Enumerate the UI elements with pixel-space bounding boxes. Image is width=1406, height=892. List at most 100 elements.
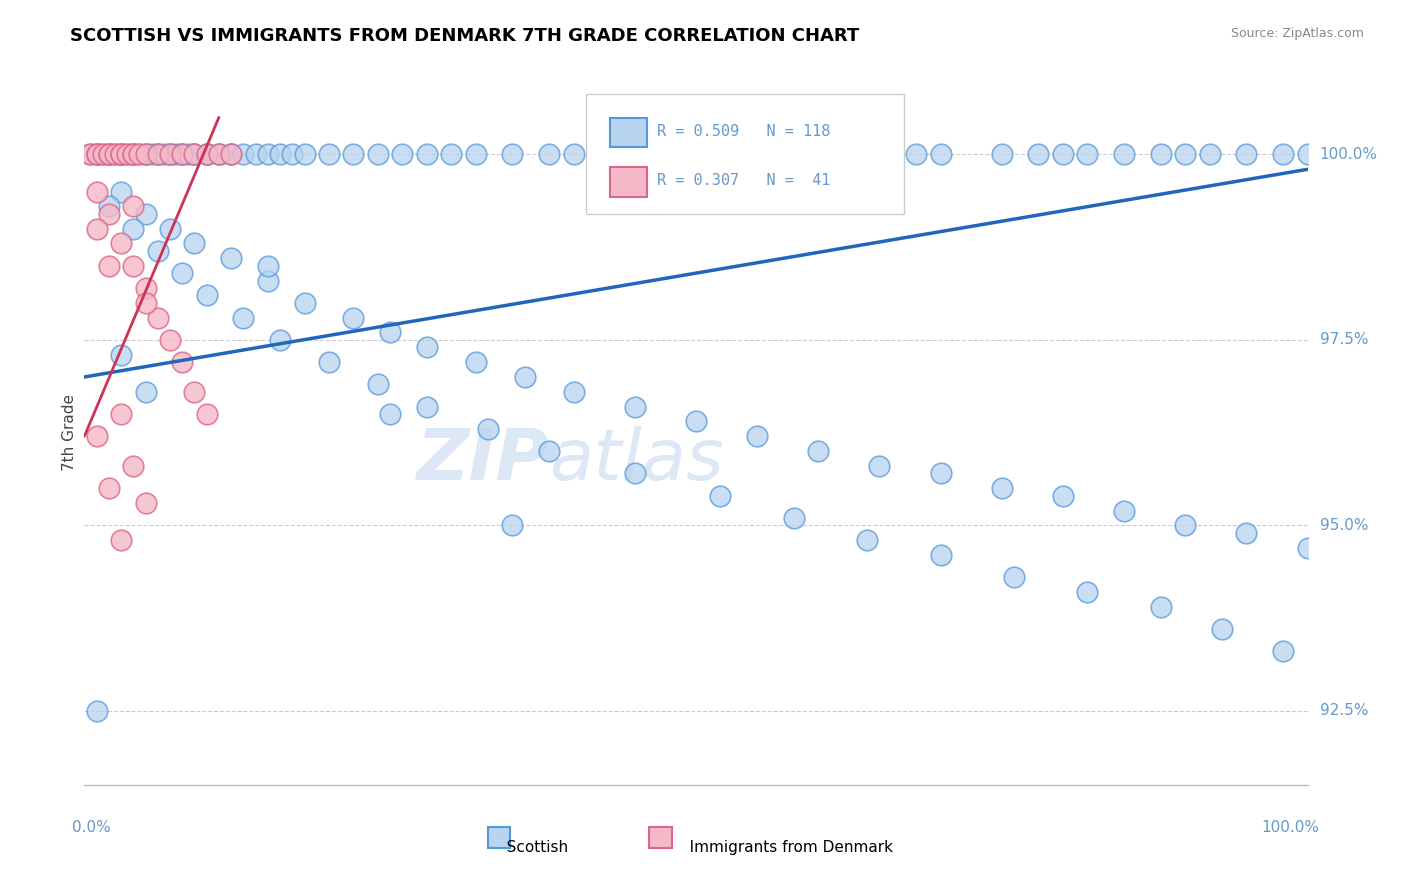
Point xyxy=(929,467,952,481)
Text: 100.0%: 100.0% xyxy=(1261,821,1320,835)
Point xyxy=(122,147,145,161)
Point xyxy=(195,147,218,161)
Y-axis label: 7th Grade: 7th Grade xyxy=(62,394,77,471)
Point xyxy=(624,467,647,481)
Point xyxy=(110,147,132,161)
Point xyxy=(807,147,830,161)
Point xyxy=(367,147,389,161)
Point xyxy=(257,147,280,161)
Point xyxy=(440,147,463,161)
Point xyxy=(1296,541,1319,555)
Point xyxy=(208,147,231,161)
Point xyxy=(219,147,242,161)
Point xyxy=(257,274,280,288)
Point xyxy=(1114,503,1136,517)
Point xyxy=(141,147,163,161)
Point xyxy=(342,310,364,325)
Point xyxy=(1114,147,1136,161)
Point xyxy=(1076,585,1098,599)
Point xyxy=(464,355,486,369)
Point xyxy=(86,147,108,161)
Point xyxy=(1076,147,1098,161)
Point xyxy=(128,147,150,161)
Point xyxy=(195,147,218,161)
Point xyxy=(318,355,340,369)
Point xyxy=(391,147,413,161)
Point xyxy=(245,147,267,161)
Point xyxy=(183,384,205,399)
Point xyxy=(502,518,524,533)
Point xyxy=(183,147,205,161)
Point xyxy=(747,429,769,443)
Point xyxy=(281,147,304,161)
Point xyxy=(122,147,145,161)
Point xyxy=(831,147,853,161)
Point xyxy=(269,333,291,347)
Point xyxy=(79,147,101,161)
Point xyxy=(905,147,928,161)
Point xyxy=(1211,622,1233,636)
Point xyxy=(195,288,218,302)
Text: Immigrants from Denmark: Immigrants from Denmark xyxy=(675,840,893,855)
Point xyxy=(122,147,145,161)
Point xyxy=(294,147,316,161)
Point xyxy=(110,407,132,421)
Text: atlas: atlas xyxy=(550,426,724,495)
Point xyxy=(159,221,181,235)
Point xyxy=(502,147,524,161)
Point xyxy=(342,147,364,161)
Point xyxy=(1174,518,1197,533)
Point xyxy=(269,147,291,161)
Point xyxy=(195,147,218,161)
Point xyxy=(135,147,157,161)
Point xyxy=(380,326,402,340)
Point xyxy=(86,429,108,443)
Point xyxy=(97,147,120,161)
Point xyxy=(86,147,108,161)
Point xyxy=(135,207,157,221)
Point xyxy=(991,147,1014,161)
Point xyxy=(110,348,132,362)
Point xyxy=(538,444,561,458)
Text: Source: ZipAtlas.com: Source: ZipAtlas.com xyxy=(1230,27,1364,40)
Point xyxy=(624,400,647,414)
Point xyxy=(1174,147,1197,161)
Point xyxy=(97,147,120,161)
Point xyxy=(294,295,316,310)
Point xyxy=(110,185,132,199)
Point xyxy=(110,147,132,161)
Point xyxy=(86,147,108,161)
Point xyxy=(183,236,205,251)
Point xyxy=(856,533,879,548)
Text: 92.5%: 92.5% xyxy=(1320,703,1368,718)
Point xyxy=(122,458,145,473)
Point xyxy=(97,147,120,161)
Point xyxy=(1236,147,1258,161)
Bar xyxy=(610,167,647,196)
Point xyxy=(416,400,439,414)
Point xyxy=(1028,147,1050,161)
Point xyxy=(477,422,499,436)
Point xyxy=(172,266,194,280)
Point xyxy=(146,244,169,258)
Point xyxy=(219,147,242,161)
Bar xyxy=(610,118,647,147)
Point xyxy=(128,147,150,161)
Text: R = 0.307   N =  41: R = 0.307 N = 41 xyxy=(657,173,830,188)
Text: R = 0.509   N = 118: R = 0.509 N = 118 xyxy=(657,123,830,138)
Point xyxy=(177,147,200,161)
Text: Scottish: Scottish xyxy=(492,840,568,855)
Point xyxy=(232,310,254,325)
Point xyxy=(929,548,952,562)
Point xyxy=(122,147,145,161)
Point xyxy=(869,458,891,473)
Point xyxy=(110,147,132,161)
Point xyxy=(1002,570,1025,584)
Point xyxy=(159,147,181,161)
Point xyxy=(172,147,194,161)
Point xyxy=(513,370,536,384)
Point xyxy=(257,259,280,273)
Point xyxy=(91,147,114,161)
Point xyxy=(79,147,101,161)
Point xyxy=(1150,599,1173,614)
